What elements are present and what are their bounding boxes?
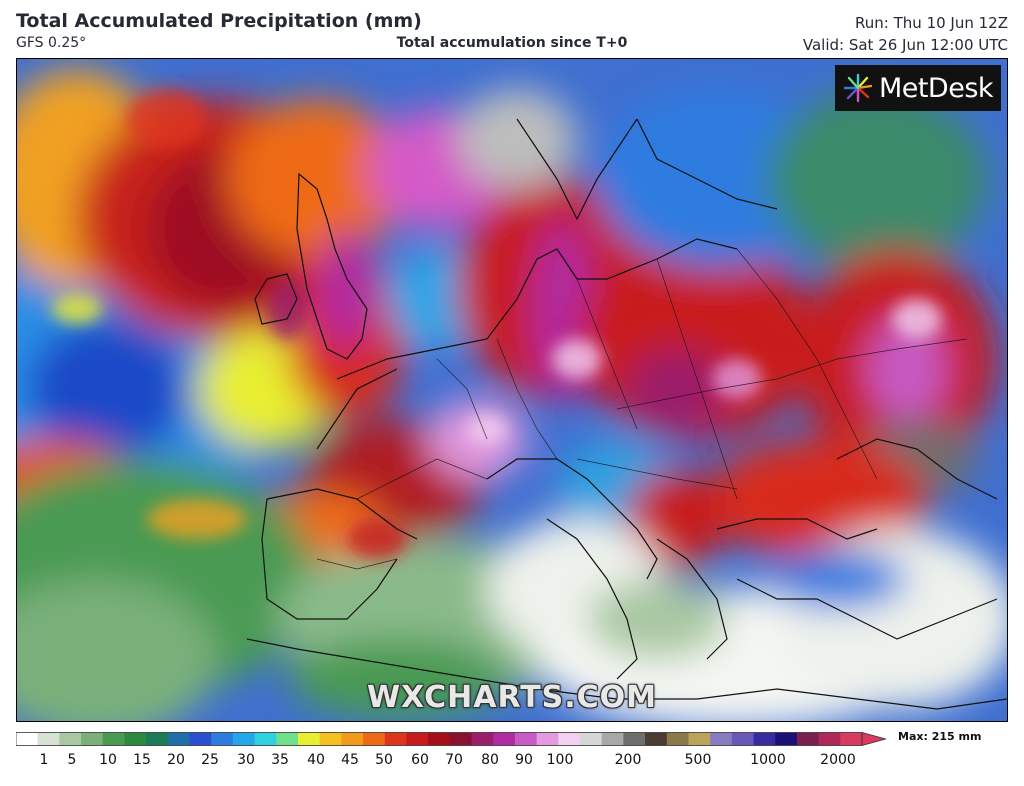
colorbar-swatch [558, 732, 581, 746]
colorbar-swatches [16, 732, 886, 746]
colorbar-swatch [471, 732, 494, 746]
colorbar-swatch [796, 732, 820, 746]
watermark: WXCHARTS.COM [366, 680, 658, 715]
model-label: GFS 0.25° [16, 35, 87, 51]
logo-text: MetDesk [878, 72, 994, 104]
colorbar-swatch [731, 732, 755, 746]
colorbar-swatch [384, 732, 408, 746]
metdesk-logo: MetDesk [835, 65, 1001, 111]
colorbar [16, 732, 886, 746]
colorbar-swatch [406, 732, 429, 746]
colorbar-swatch [319, 732, 342, 746]
colorbar-swatch [710, 732, 733, 746]
colorbar-tick-label: 2000 [820, 752, 856, 768]
colorbar-swatch [580, 732, 603, 746]
colorbar-ticks: 1 5 10 15 20 25 30 35 40 45 50 60 70 80 90 100 200 500 100… [16, 752, 886, 772]
colorbar-swatch [102, 732, 126, 746]
colorbar-tick-label: 200 [614, 752, 642, 768]
colorbar-swatch [753, 732, 776, 746]
colorbar-tick-label: 100 [546, 752, 574, 768]
colorbar-extend-arrow [861, 732, 886, 746]
colorbar-tick-label: 30 [237, 752, 255, 768]
colorbar-swatch [363, 732, 386, 746]
colorbar-swatch [536, 732, 559, 746]
colorbar-swatch [341, 732, 364, 746]
colorbar-tick-label: 20 [167, 752, 185, 768]
precipitation-map: MetDesk WXCHARTS.COM [16, 58, 1008, 722]
colorbar-swatch [493, 732, 516, 746]
colorbar-swatch [37, 732, 60, 746]
max-label: Max: 215 mm [898, 730, 982, 743]
colorbar-swatch [601, 732, 624, 746]
run-time: Run: Thu 10 Jun 12Z [855, 14, 1008, 32]
colorbar-tick-label: 40 [307, 752, 325, 768]
borders [316, 248, 968, 570]
colorbar-tick-label: 35 [271, 752, 289, 768]
colorbar-swatch [775, 732, 798, 746]
colorbar-tick-label: 70 [445, 752, 463, 768]
colorbar-swatch [276, 732, 299, 746]
accumulation-subtitle: Total accumulation since T+0 [396, 35, 628, 51]
colorbar-swatch [81, 732, 104, 746]
colorbar-swatch [840, 732, 863, 746]
colorbar-swatch [623, 732, 646, 746]
colorbar-swatch [298, 732, 321, 746]
colorbar-swatch [254, 732, 277, 746]
colorbar-swatch [428, 732, 451, 746]
colorbar-swatch [16, 732, 39, 746]
colorbar-tick-label: 1 [39, 752, 49, 768]
colorbar-tick-label: 45 [341, 752, 359, 768]
colorbar-swatch [514, 732, 538, 746]
colorbar-swatch [189, 732, 212, 746]
burst-icon [843, 73, 873, 103]
colorbar-tick-label: 50 [375, 752, 393, 768]
colorbar-swatch [645, 732, 668, 746]
colorbar-tick-label: 500 [684, 752, 712, 768]
map-canvas [17, 59, 1007, 721]
colorbar-tick-label: 10 [99, 752, 117, 768]
precip-field [17, 69, 1007, 721]
colorbar-swatch [232, 732, 256, 746]
colorbar-swatch [818, 732, 841, 746]
colorbar-swatch [146, 732, 169, 746]
colorbar-swatch [449, 732, 473, 746]
colorbar-swatch [124, 732, 147, 746]
colorbar-swatch [688, 732, 711, 746]
colorbar-swatch [666, 732, 690, 746]
colorbar-tick-label: 25 [201, 752, 219, 768]
colorbar-tick-label: 90 [515, 752, 533, 768]
colorbar-tick-label: 60 [411, 752, 429, 768]
colorbar-tick-label: 1000 [750, 752, 786, 768]
valid-time: Valid: Sat 26 Jun 12:00 UTC [802, 36, 1008, 54]
colorbar-swatch [59, 732, 82, 746]
colorbar-tick-label: 5 [67, 752, 77, 768]
chart-title: Total Accumulated Precipitation (mm) [16, 10, 422, 32]
precip-detail [52, 89, 942, 559]
colorbar-swatch [211, 732, 234, 746]
colorbar-swatch [167, 732, 191, 746]
colorbar-frame [16, 732, 863, 746]
colorbar-tick-label: 15 [133, 752, 151, 768]
colorbar-tick-label: 80 [481, 752, 499, 768]
